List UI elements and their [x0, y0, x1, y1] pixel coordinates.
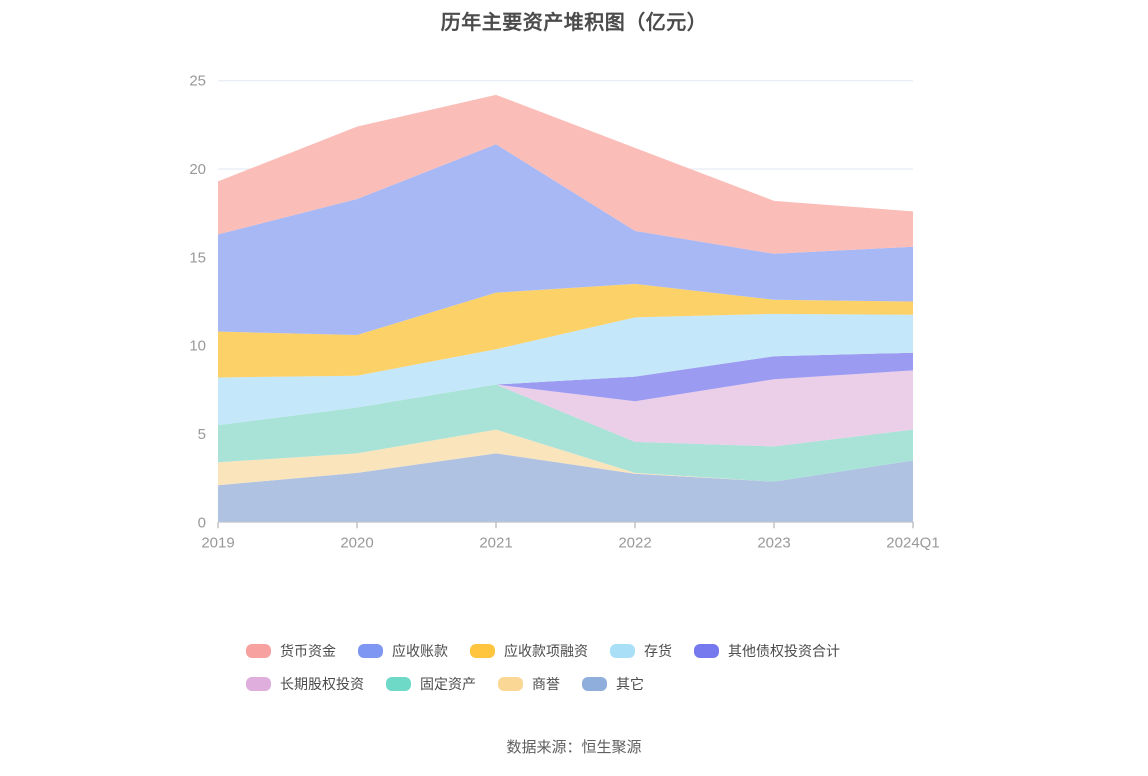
y-axis-label-10: 10 [189, 338, 206, 355]
legend-swatch-icon [498, 677, 523, 691]
legend-swatch-icon [386, 677, 411, 691]
area-series-固定资产 [218, 384, 913, 482]
legend-label: 存货 [644, 643, 672, 659]
legend-swatch-icon [610, 644, 635, 658]
legend-item-应收款项融资[interactable]: 应收款项融资 [470, 641, 588, 661]
area-series-货币资金 [218, 94, 913, 254]
area-series-应收账款 [218, 144, 913, 336]
chart-legend: 货币资金 应收账款 应收款项融资 存货 其他债权投资合计长期股权投资 固定资产 商誉 其它 [246, 641, 902, 694]
legend-item-固定资产[interactable]: 固定资产 [386, 674, 476, 694]
y-axis-label-25: 25 [189, 73, 206, 90]
x-axis-label-2020: 2020 [340, 534, 373, 551]
legend-swatch-icon [246, 644, 271, 658]
legend-swatch-icon [470, 644, 495, 658]
legend-item-长期股权投资[interactable]: 长期股权投资 [246, 674, 364, 694]
x-axis-label-2024Q1: 2024Q1 [886, 534, 939, 551]
legend-item-应收账款[interactable]: 应收账款 [358, 641, 448, 661]
area-series-应收款项融资 [218, 283, 913, 378]
legend-swatch-icon [358, 644, 383, 658]
y-axis-label-20: 20 [189, 161, 206, 178]
y-axis-label-0: 0 [198, 514, 206, 531]
x-axis-label-2021: 2021 [479, 534, 512, 551]
y-axis-label-5: 5 [198, 426, 206, 443]
legend-swatch-icon [694, 644, 719, 658]
legend-label: 其他债权投资合计 [728, 643, 840, 659]
y-axis-label-15: 15 [189, 249, 206, 266]
legend-label: 应收款项融资 [504, 643, 588, 659]
legend-swatch-icon [246, 677, 271, 691]
legend-label: 应收账款 [392, 643, 448, 659]
legend-label: 固定资产 [420, 676, 476, 692]
legend-item-其他债权投资合计[interactable]: 其他债权投资合计 [694, 641, 840, 661]
legend-item-商誉[interactable]: 商誉 [498, 674, 560, 694]
x-axis-label-2022: 2022 [618, 534, 651, 551]
chart-title: 历年主要资产堆积图（亿元） [440, 12, 708, 34]
legend-label: 货币资金 [280, 643, 336, 659]
x-axis-label-2023: 2023 [757, 534, 790, 551]
area-series-其他债权投资合计 [218, 352, 913, 426]
legend-label: 其它 [616, 676, 644, 692]
legend-swatch-icon [582, 677, 607, 691]
x-axis-label-2019: 2019 [201, 534, 234, 551]
legend-item-货币资金[interactable]: 货币资金 [246, 641, 336, 661]
legend-label: 长期股权投资 [280, 676, 364, 692]
legend-item-存货[interactable]: 存货 [610, 641, 672, 661]
area-series-商誉 [218, 429, 913, 486]
stacked-area-chart: 2019 2020 2021 2022 2023 2024Q1 0 5 10 15 20 25 [189, 73, 939, 552]
area-series-其它 [218, 453, 913, 523]
area-series-存货 [218, 313, 913, 426]
data-source-note: 数据来源：恒生聚源 [506, 739, 642, 756]
legend-item-其它[interactable]: 其它 [582, 674, 644, 694]
area-series-长期股权投资 [218, 370, 913, 447]
legend-label: 商誉 [532, 676, 560, 692]
